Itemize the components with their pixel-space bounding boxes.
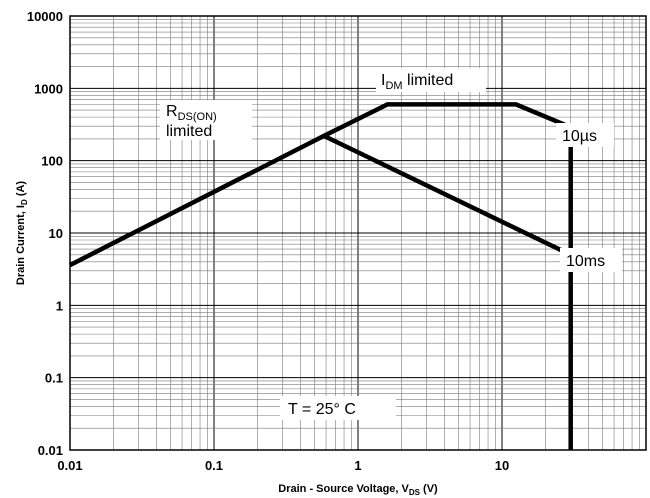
y-tick-label: 1000 xyxy=(34,81,63,96)
x-axis-title: Drain - Source Voltage, VDS (V) xyxy=(278,483,438,497)
y-axis-title: Drain Current, ID (A) xyxy=(15,181,29,286)
y-tick-label: 10 xyxy=(49,226,63,241)
tick-labels: 0.01 0.1 1 10 0.01 0.1 1 10 100 1000 10000 xyxy=(27,9,509,473)
x-tick-label: 0.01 xyxy=(57,458,82,473)
series-label-10ms: 10ms xyxy=(566,253,605,270)
y-tick-label: 100 xyxy=(41,154,63,169)
y-tick-label: 0.1 xyxy=(45,371,63,386)
grid xyxy=(70,16,646,450)
y-tick-label: 10000 xyxy=(27,9,63,24)
x-tick-label: 10 xyxy=(495,458,509,473)
label-10us-box xyxy=(556,123,614,147)
rds-limited-label: RDS(ON) xyxy=(166,103,217,123)
label-10ms-box xyxy=(560,248,622,272)
series-line-10ms xyxy=(322,133,572,257)
idm-label-box xyxy=(376,68,486,92)
series-label-10us: 10µs xyxy=(562,128,597,145)
plot-frame xyxy=(69,15,647,451)
x-tick-label: 1 xyxy=(354,458,361,473)
rds-label-box xyxy=(160,100,252,140)
series-line-10us xyxy=(68,102,573,450)
y-tick-label: 0.01 xyxy=(38,443,63,458)
idm-limited-label: IDM limited xyxy=(381,72,453,92)
temperature-label-box xyxy=(280,396,396,420)
y-tick-label: 1 xyxy=(56,298,63,313)
temperature-label: T = 25° C xyxy=(288,401,356,418)
x-tick-label: 0.1 xyxy=(205,458,223,473)
rds-limited-label-line2: limited xyxy=(166,123,212,140)
series-lines xyxy=(68,102,573,450)
